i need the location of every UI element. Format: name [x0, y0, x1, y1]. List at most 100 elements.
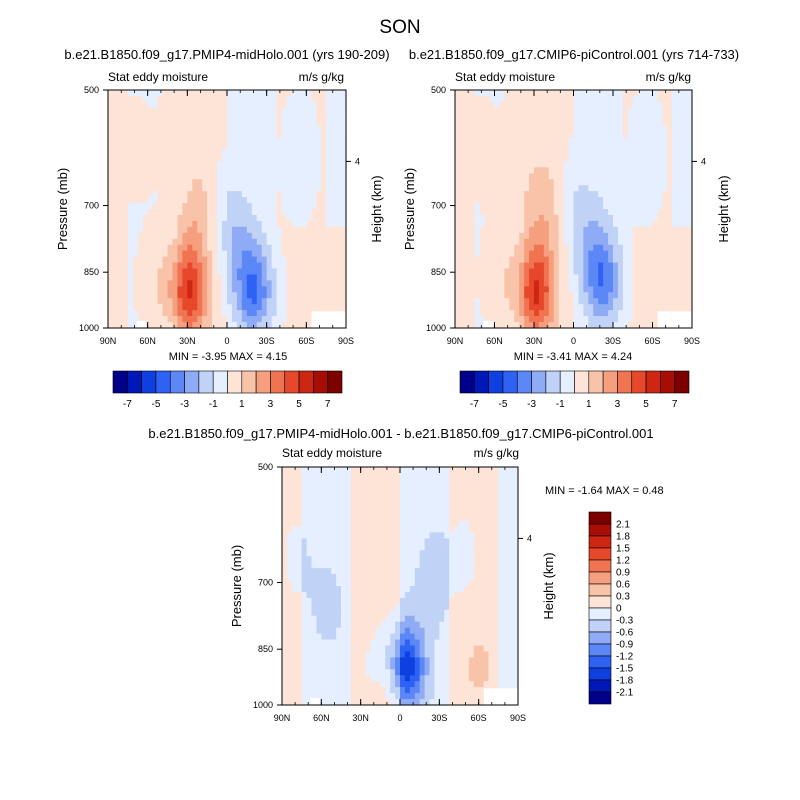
- contour-cell: [613, 161, 619, 168]
- contour-cell: [246, 268, 253, 276]
- contour-cell: [306, 262, 312, 270]
- contour-cell: [301, 310, 307, 317]
- contour-cell: [534, 203, 540, 210]
- contour-cell: [662, 214, 668, 222]
- contour-cell: [573, 209, 580, 216]
- contour-cell: [622, 209, 629, 216]
- contour-cell: [341, 232, 347, 240]
- contour-cell: [449, 490, 455, 498]
- contour-cell: [613, 107, 619, 115]
- contour-cell: [162, 185, 169, 192]
- contour-cell: [147, 256, 154, 264]
- contour-cell: [484, 179, 491, 186]
- contour-cell: [296, 95, 302, 103]
- contour-cell: [286, 562, 293, 569]
- contour-cell: [479, 125, 486, 133]
- contour-cell: [553, 95, 560, 103]
- contour-cell: [192, 101, 198, 109]
- contour-cell: [494, 191, 501, 198]
- contour-cell: [687, 119, 693, 127]
- contour-cell: [509, 101, 515, 109]
- contour-cell: [647, 131, 654, 139]
- contour-cell: [642, 262, 649, 270]
- contour-cell: [127, 143, 134, 151]
- contour-cell: [311, 238, 317, 246]
- contour-cell: [291, 298, 298, 305]
- contour-cell: [632, 203, 639, 210]
- contour-cell: [469, 316, 476, 323]
- contour-cell: [449, 574, 455, 581]
- contour-cell: [529, 274, 535, 281]
- contour-cell: [127, 203, 134, 210]
- contour-cell: [583, 107, 589, 115]
- contour-cell: [311, 478, 318, 486]
- contour-cell: [622, 280, 629, 287]
- contour-cell: [583, 286, 589, 293]
- contour-cell: [608, 214, 614, 222]
- contour-cell: [331, 268, 337, 276]
- height-tick-label: 4: [701, 156, 706, 166]
- contour-cell: [286, 322, 293, 329]
- contour-cell: [266, 101, 273, 109]
- contour-cell: [117, 197, 124, 204]
- colorbar-label: -7: [123, 399, 132, 410]
- contour-cell: [632, 101, 639, 109]
- contour-cell: [276, 262, 283, 270]
- contour-cell: [306, 197, 312, 204]
- contour-cell: [246, 214, 253, 222]
- contour-cell: [519, 155, 525, 162]
- contour-cell: [583, 167, 589, 174]
- contour-cell: [296, 580, 303, 587]
- contour-cell: [177, 286, 183, 293]
- x-tick-label: 30S: [605, 336, 621, 346]
- contour-cell: [667, 250, 673, 258]
- contour-cell: [385, 472, 391, 480]
- contour-cell: [296, 238, 302, 246]
- contour-cell: [543, 107, 550, 115]
- contour-cell: [345, 526, 352, 534]
- contour-cell: [548, 298, 555, 305]
- contour-cell: [336, 197, 342, 204]
- contour-cell: [534, 304, 540, 311]
- contour-cell: [326, 107, 332, 115]
- colorbar-swatch: [112, 370, 128, 394]
- contour-cell: [568, 137, 575, 145]
- contour-cell: [341, 250, 347, 258]
- contour-cell: [677, 209, 683, 216]
- contour-cell: [404, 562, 411, 569]
- contour-cell: [459, 538, 465, 545]
- contour-cell: [464, 256, 471, 264]
- contour-cell: [524, 244, 530, 252]
- contour-cell: [187, 185, 193, 192]
- contour-cell: [217, 197, 223, 204]
- contour-cell: [182, 179, 188, 186]
- contour-cell: [251, 250, 258, 258]
- contour-cell: [241, 322, 248, 329]
- contour-cell: [508, 467, 514, 474]
- contour-cell: [642, 137, 649, 145]
- contour-cell: [622, 250, 629, 258]
- contour-cell: [613, 173, 619, 180]
- contour-cell: [152, 298, 159, 305]
- contour-cell: [682, 292, 688, 299]
- contour-cell: [463, 508, 470, 516]
- contour-cell: [459, 119, 466, 127]
- contour-cell: [509, 191, 515, 198]
- contour-cell: [524, 274, 530, 281]
- contour-cell: [459, 238, 466, 246]
- contour-cell: [474, 90, 481, 97]
- contour-cell: [524, 268, 530, 276]
- contour-cell: [296, 508, 303, 516]
- contour-cell: [296, 262, 302, 270]
- contour-cell: [197, 280, 203, 287]
- contour-cell: [687, 268, 693, 276]
- contour-cell: [231, 167, 238, 174]
- contour-cell: [108, 191, 114, 198]
- contour-cell: [321, 538, 327, 545]
- contour-cell: [498, 478, 504, 486]
- contour-cell: [321, 292, 327, 299]
- contour-cell: [291, 316, 298, 323]
- contour-cell: [172, 262, 179, 270]
- contour-cell: [241, 185, 248, 192]
- contour-cell: [355, 478, 362, 486]
